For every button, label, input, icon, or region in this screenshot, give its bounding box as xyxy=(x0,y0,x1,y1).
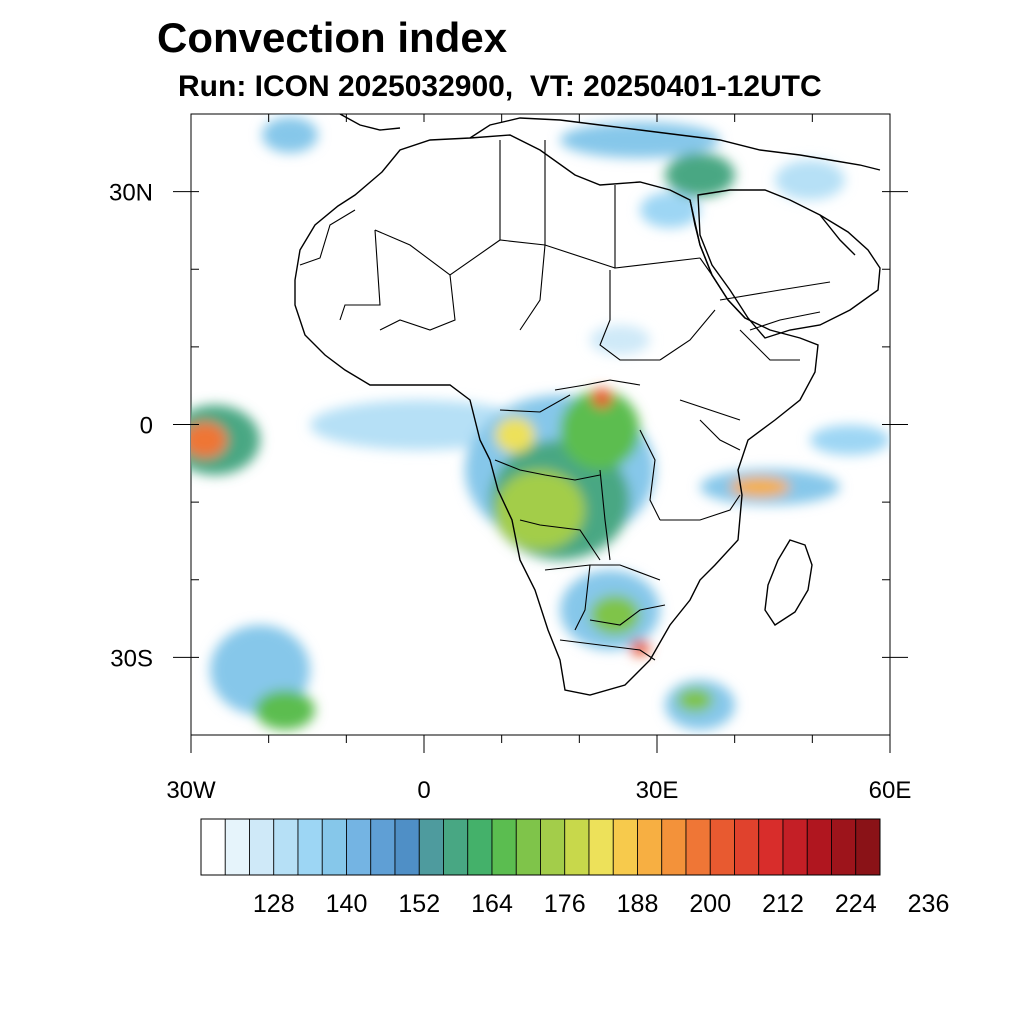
lon-tick-label: 0 xyxy=(417,777,430,804)
colorbar-swatch xyxy=(418,818,444,876)
colorbar-swatch xyxy=(588,818,614,876)
colorbar-label: 176 xyxy=(544,890,586,918)
colorbar-swatch xyxy=(321,818,347,876)
lat-tick-label: 30S xyxy=(110,645,153,672)
colorbar-swatch xyxy=(515,818,541,876)
colorbar-label: 140 xyxy=(326,890,368,918)
colorbar-label: 212 xyxy=(762,890,804,918)
coastlines xyxy=(294,114,881,696)
colorbar-label: 152 xyxy=(398,890,440,918)
lon-tick-label: 60E xyxy=(869,777,912,804)
colorbar-swatch xyxy=(394,818,420,876)
convection-field xyxy=(191,117,890,730)
colorbar-swatch xyxy=(661,818,687,876)
colorbar-swatch xyxy=(540,818,566,876)
colorbar-label: 224 xyxy=(835,890,877,918)
colorbar-swatch xyxy=(855,818,881,876)
chart-subtitle: Run: ICON 2025032900, VT: 20250401-12UTC xyxy=(178,70,822,103)
colorbar-label: 188 xyxy=(617,890,659,918)
colorbar-frame xyxy=(200,818,881,876)
colorbar-swatch xyxy=(224,818,250,876)
colorbar-swatch xyxy=(346,818,372,876)
map-axes: 30N 0 30S 30W 0 30E 60E xyxy=(109,113,912,804)
colorbar-label: 236 xyxy=(908,890,950,918)
country-borders xyxy=(299,140,831,661)
colorbar-swatch xyxy=(200,818,226,876)
colorbar-swatch xyxy=(831,818,857,876)
lat-tick-label: 30N xyxy=(109,180,153,207)
colorbar-swatch xyxy=(782,818,808,876)
colorbar-swatch xyxy=(443,818,469,876)
colorbar-swatch xyxy=(370,818,396,876)
lon-tick-label: 30E xyxy=(636,777,679,804)
colorbar-swatch xyxy=(491,818,517,876)
colorbar-swatch xyxy=(612,818,638,876)
lon-tick-label: 30W xyxy=(166,777,216,804)
colorbar-swatch xyxy=(806,818,832,876)
colorbar-swatch xyxy=(709,818,735,876)
chart-title: Convection index xyxy=(157,14,508,61)
colorbar: 128 140 152 164 176 188 200 212 224 236 xyxy=(200,818,950,918)
colorbar-swatch xyxy=(758,818,784,876)
colorbar-swatch xyxy=(249,818,275,876)
colorbar-label: 200 xyxy=(689,890,731,918)
colorbar-swatch xyxy=(273,818,299,876)
colorbar-swatch xyxy=(637,818,663,876)
colorbar-swatch xyxy=(467,818,493,876)
colorbar-swatch xyxy=(685,818,711,876)
colorbar-label: 128 xyxy=(253,890,295,918)
map-content xyxy=(191,114,890,730)
colorbar-swatch xyxy=(564,818,590,876)
colorbar-swatch xyxy=(297,818,323,876)
colorbar-label: 164 xyxy=(471,890,513,918)
colorbar-swatch xyxy=(734,818,760,876)
lat-tick-label: 0 xyxy=(140,413,153,440)
